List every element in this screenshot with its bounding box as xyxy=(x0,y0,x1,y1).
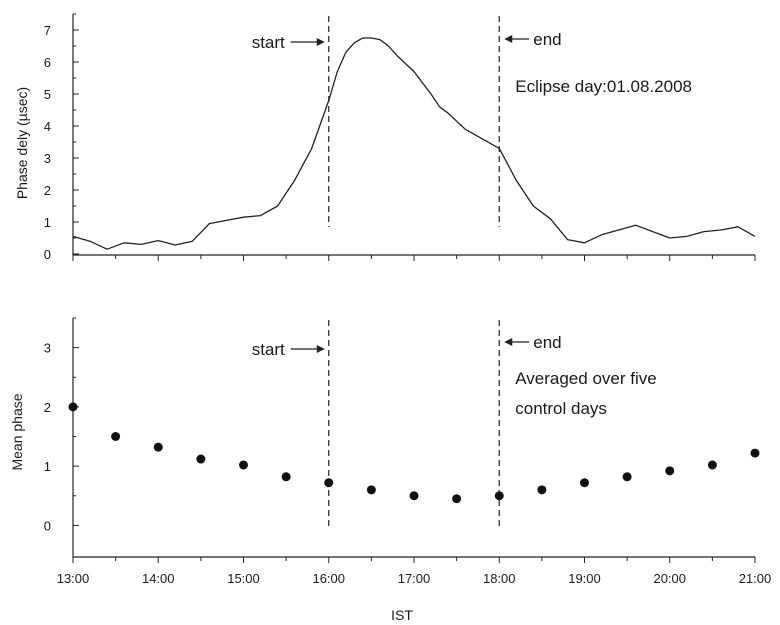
y-tick-label: 0 xyxy=(44,247,51,262)
y-tick-label: 4 xyxy=(44,119,51,134)
mean-phase-point xyxy=(409,491,419,501)
start-arrowhead xyxy=(316,345,325,353)
x-tick-label: 19:00 xyxy=(568,571,601,586)
mean-phase-point xyxy=(111,432,121,441)
y-tick-label: 7 xyxy=(44,23,51,38)
x-tick-label: 18:00 xyxy=(483,571,516,586)
mean-phase-point xyxy=(366,485,376,495)
phase-delay-panel: 0 1 2 3 4 5 6 7 Phase dely (µsec) start end Eclipse… xyxy=(14,13,756,262)
mean-phase-point xyxy=(494,491,504,501)
y-tick-label: 1 xyxy=(44,215,51,230)
y-axis-label: Phase dely (µsec) xyxy=(14,87,30,199)
phase-delay-line xyxy=(72,37,756,250)
panel-note: Eclipse day:01.08.2008 xyxy=(515,77,692,96)
x-tick-label: 14:00 xyxy=(142,571,175,586)
start-label: start xyxy=(252,33,285,52)
panel-note: Averaged over five xyxy=(515,369,656,388)
x-tick-label: 16:00 xyxy=(312,571,345,586)
x-tick-label: 17:00 xyxy=(398,571,431,586)
mean-phase-panel: 0 1 2 3 13:00 14:00 15:00 16:00 17:00 18:00 19:00 2… xyxy=(9,317,772,623)
mean-phase-point xyxy=(537,485,547,495)
start-arrowhead xyxy=(316,38,325,46)
x-tick-label: 13:00 xyxy=(57,571,90,586)
y-tick-label: 2 xyxy=(44,400,51,415)
y-axis-label: Mean phase xyxy=(9,393,25,470)
x-tick-label: 20:00 xyxy=(653,571,686,586)
x-tick-label: 21:00 xyxy=(739,571,772,586)
y-tick-label: 5 xyxy=(44,87,51,102)
start-label: start xyxy=(252,340,285,359)
mean-phase-point xyxy=(665,466,675,476)
mean-phase-point xyxy=(324,478,334,488)
y-tick-label: 3 xyxy=(44,341,51,356)
mean-phase-point xyxy=(750,448,760,458)
y-tick-label: 2 xyxy=(44,183,51,198)
x-axis-label: IST xyxy=(391,607,413,623)
mean-phase-point xyxy=(580,478,589,488)
mean-phase-point xyxy=(239,460,248,470)
mean-phase-point xyxy=(452,494,462,504)
y-tick-label: 0 xyxy=(44,518,51,533)
y-tick-label: 3 xyxy=(44,151,51,166)
mean-phase-point xyxy=(153,442,163,452)
mean-phase-point xyxy=(196,454,206,464)
x-tick-label: 15:00 xyxy=(227,571,260,586)
mean-phase-point xyxy=(68,402,78,412)
y-tick-label: 1 xyxy=(44,459,51,474)
panel-note: control days xyxy=(515,399,607,418)
end-label: end xyxy=(533,30,561,49)
mean-phase-point xyxy=(707,460,717,470)
mean-phase-point xyxy=(622,472,632,482)
y-tick-label: 6 xyxy=(44,55,51,70)
mean-phase-point xyxy=(281,472,291,482)
end-label: end xyxy=(533,333,561,352)
